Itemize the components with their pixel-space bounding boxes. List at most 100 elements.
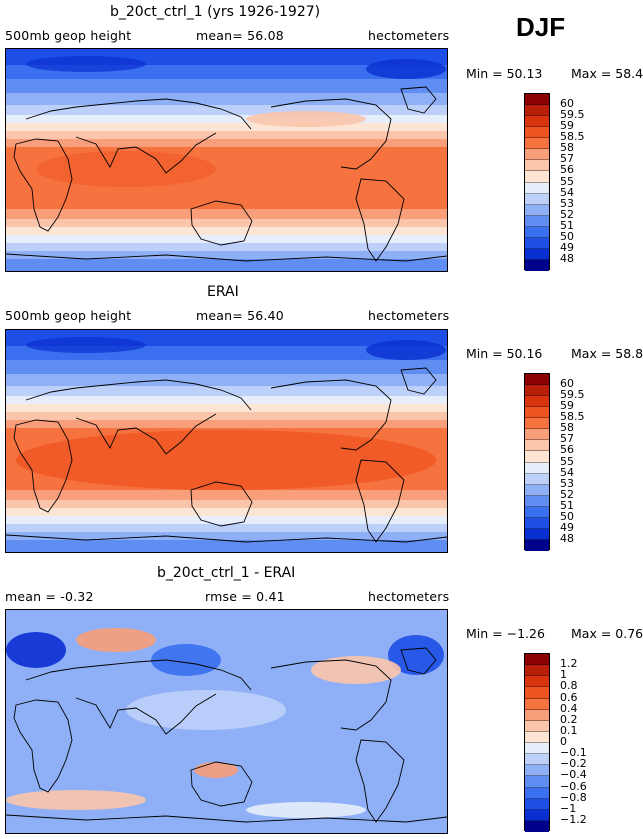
colorbar-swatch	[525, 539, 549, 551]
colorbar-label: −1.2	[560, 812, 587, 826]
panel-3-colorbar	[524, 653, 550, 832]
colorbar-label: 56	[560, 443, 574, 457]
colorbar-swatch	[525, 484, 549, 496]
colorbar-swatch	[525, 94, 549, 106]
colorbar-label: 52	[560, 207, 574, 221]
contour-map	[6, 610, 447, 833]
colorbar-label: 0	[560, 735, 567, 748]
panel-3-map	[5, 609, 448, 834]
colorbar-swatch	[525, 149, 549, 161]
colorbar-label: 0.8	[560, 679, 578, 693]
colorbar-swatch	[525, 127, 549, 139]
colorbar-label: −0.6	[560, 779, 587, 793]
colorbar-swatch	[525, 731, 549, 743]
colorbar-swatch	[525, 765, 549, 777]
colorbar-swatch	[525, 385, 549, 397]
colorbar-label: 1	[560, 668, 567, 682]
colorbar-label: 60	[560, 97, 574, 111]
colorbar-swatch	[525, 473, 549, 485]
panel-1-units: hectometers	[368, 28, 450, 43]
colorbar-label: 0.2	[560, 712, 578, 726]
colorbar-swatch	[525, 259, 549, 271]
colorbar-label: 49	[560, 240, 574, 254]
colorbar-label: 0.1	[560, 723, 578, 737]
colorbar-swatch	[525, 676, 549, 688]
colorbar-swatch	[525, 440, 549, 452]
colorbar-label: 58.5	[560, 410, 585, 424]
colorbar-swatch	[525, 698, 549, 710]
panel-3-rmse: rmse = 0.41	[205, 589, 285, 604]
panel-3-units: hectometers	[368, 589, 450, 604]
panel-1-max: Max = 58.44	[571, 66, 643, 81]
season-label: DJF	[516, 12, 566, 42]
panel-2-min: Min = 50.16	[466, 346, 543, 361]
panel-3-mean: mean = -0.32	[5, 589, 94, 604]
colorbar-label: −0.4	[560, 768, 587, 782]
contour-map	[6, 49, 447, 271]
colorbar-label: 0.4	[560, 701, 578, 715]
colorbar-swatch	[525, 226, 549, 238]
colorbar-swatch	[525, 116, 549, 128]
colorbar-label: 59.5	[560, 108, 585, 122]
colorbar-label: 51	[560, 498, 574, 512]
colorbar-swatch	[525, 462, 549, 474]
panel-1-title: b_20ct_ctrl_1 (yrs 1926-1927)	[110, 4, 321, 20]
colorbar-label: 54	[560, 465, 574, 479]
colorbar-label: 52	[560, 487, 574, 501]
colorbar-swatch	[525, 418, 549, 430]
panel-1-min: Min = 50.13	[466, 66, 543, 81]
colorbar-label: 58.5	[560, 130, 585, 144]
colorbar-label: 59	[560, 119, 574, 133]
colorbar-swatch	[525, 407, 549, 419]
colorbar-label: −0.2	[560, 757, 587, 771]
colorbar-swatch	[525, 160, 549, 172]
colorbar-label: 58	[560, 421, 574, 435]
panel-2-max: Max = 58.82	[571, 346, 643, 361]
colorbar-swatch	[525, 776, 549, 788]
colorbar-label: 50	[560, 509, 574, 523]
colorbar-swatch	[525, 517, 549, 529]
panel-3-max: Max = 0.76	[571, 626, 643, 641]
panel-1-colorbar	[524, 93, 550, 271]
colorbar-label: 55	[560, 174, 574, 188]
colorbar-swatch	[525, 687, 549, 699]
colorbar-label: −0.1	[560, 746, 587, 760]
colorbar-swatch	[525, 798, 549, 810]
colorbar-swatch	[525, 506, 549, 518]
colorbar-label: 0.6	[560, 690, 578, 704]
colorbar-swatch	[525, 654, 549, 666]
colorbar-label: 53	[560, 196, 574, 210]
colorbar-swatch	[525, 105, 549, 117]
panel-2-units: hectometers	[368, 308, 450, 323]
colorbar-swatch	[525, 138, 549, 150]
panel-2-map	[5, 329, 448, 553]
colorbar-label: 50	[560, 229, 574, 243]
colorbar-swatch	[525, 809, 549, 821]
colorbar-label: 57	[560, 152, 574, 166]
panel-1-variable: 500mb geop height	[5, 28, 132, 43]
colorbar-swatch	[525, 665, 549, 677]
colorbar-label: 57	[560, 432, 574, 446]
panel-1-mean: mean= 56.08	[196, 28, 284, 43]
colorbar-label: 53	[560, 476, 574, 490]
colorbar-swatch	[525, 720, 549, 732]
colorbar-swatch	[525, 215, 549, 227]
panel-2-mean: mean= 56.40	[196, 308, 284, 323]
colorbar-swatch	[525, 374, 549, 386]
colorbar-label: −0.8	[560, 790, 587, 804]
colorbar-label: −1	[560, 801, 577, 815]
colorbar-swatch	[525, 193, 549, 205]
colorbar-label: 54	[560, 185, 574, 199]
colorbar-label: 59.5	[560, 388, 585, 402]
colorbar-swatch	[525, 787, 549, 799]
panel-2-variable: 500mb geop height	[5, 308, 132, 323]
colorbar-label: 49	[560, 520, 574, 534]
panel-2-title: ERAI	[207, 284, 239, 300]
colorbar-label: 55	[560, 454, 574, 468]
panel-2-colorbar	[524, 373, 550, 551]
colorbar-swatch	[525, 743, 549, 755]
colorbar-swatch	[525, 820, 549, 832]
colorbar-swatch	[525, 204, 549, 216]
colorbar-label: 58	[560, 141, 574, 155]
colorbar-swatch	[525, 451, 549, 463]
